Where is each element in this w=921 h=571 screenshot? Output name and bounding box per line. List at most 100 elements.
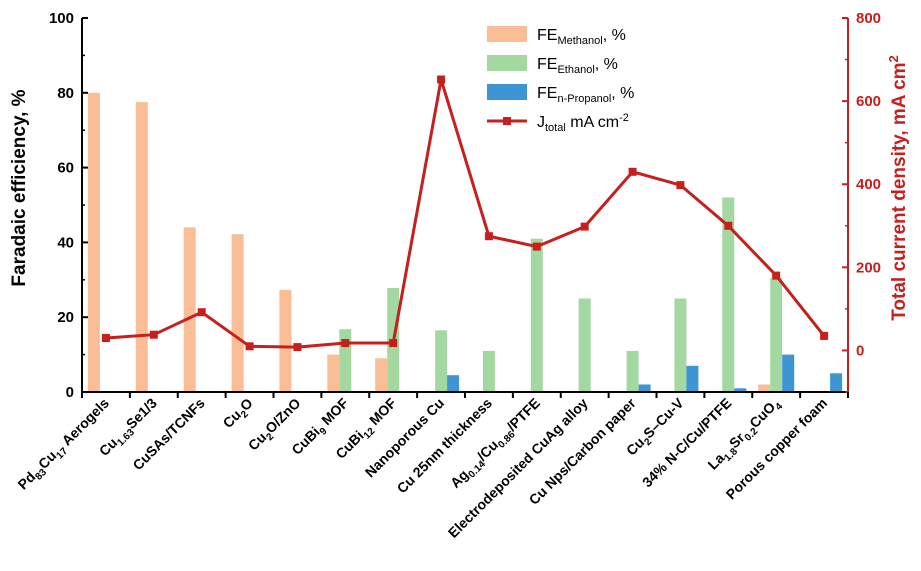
legend-label-part: -2: [619, 112, 629, 124]
bar-methanol-0: [87, 92, 100, 393]
bar-methanol-6: [375, 358, 388, 392]
x-category-label-part: Cu: [96, 434, 121, 459]
current-density-point-7: [437, 75, 446, 84]
current-density-point-4: [293, 343, 302, 352]
legend-swatch-1: [487, 55, 527, 71]
legend-label-part: , %: [595, 56, 618, 73]
bar-ethanol-10: [578, 298, 591, 392]
legend-label-part: mA cm: [566, 114, 619, 131]
bar-propanol-14: [782, 354, 795, 392]
bar-layer: [87, 92, 843, 393]
x-category-label-part: Cu: [623, 434, 648, 459]
x-category-label-part: Sr: [726, 429, 748, 451]
bar-ethanol-13: [722, 197, 735, 392]
y-tick-right-label-0: 0: [856, 342, 864, 359]
tick-layer: 0 20 40 60 80 100 0 200 400 600 800: [49, 10, 881, 401]
bar-ethanol-14: [770, 277, 783, 392]
current-density-point-9: [532, 242, 541, 251]
current-density-point-13: [724, 221, 733, 230]
current-density-line: [105, 79, 826, 349]
current-density-point-1: [149, 330, 158, 339]
y-tick-left-label-3: 60: [57, 160, 74, 177]
bar-methanol-14: [758, 384, 771, 392]
legend-label-part: Methanol: [557, 35, 602, 47]
legend-label-part: J: [537, 114, 545, 131]
legend-swatch-2: [487, 84, 527, 100]
x-category-label-part: 34% N-C/Cu/PTFE: [639, 395, 734, 490]
x-category-label-part: CuBi: [332, 427, 366, 461]
y-axis-title-left: Faradaic efficiency, %: [9, 89, 30, 286]
x-category-label-part: CuBi: [288, 423, 322, 457]
x-category-label-part: O: [237, 395, 256, 414]
bar-ethanol-11: [626, 350, 639, 392]
bar-ethanol-5: [339, 329, 352, 392]
bar-ethanol-8: [482, 350, 495, 392]
y-tick-left-label-4: 80: [57, 85, 74, 102]
bar-ethanol-12: [674, 298, 687, 392]
y-tick-left-label-5: 100: [49, 10, 74, 27]
current-density-point-0: [101, 334, 110, 342]
legend-label-part: FE: [537, 56, 557, 73]
bar-propanol-7: [447, 375, 460, 392]
legend-label-part: , %: [603, 27, 626, 44]
current-density-point-14: [772, 271, 781, 280]
x-category-label-part: Cu: [245, 429, 270, 454]
y-tick-left-label-2: 40: [57, 234, 74, 251]
y-tick-left-label-0: 0: [66, 384, 74, 401]
x-category-label-part: /PTFE: [504, 395, 543, 434]
legend-label-part: FE: [537, 27, 557, 44]
current-density-point-2: [197, 308, 206, 317]
bar-propanol-12: [686, 365, 699, 392]
legend-label-part: total: [545, 122, 566, 134]
bar-ethanol-7: [435, 330, 448, 392]
legend: FEMethanol, %FEEthanol, %FEn-Propanol, %…: [487, 26, 634, 134]
bar-methanol-5: [327, 354, 340, 392]
x-category-label-13: 34% N-C/Cu/PTFE: [639, 395, 734, 490]
bar-propanol-11: [638, 384, 651, 392]
current-density-point-6: [389, 339, 398, 347]
legend-label-part: Ethanol: [557, 64, 594, 76]
y-tick-right-label-1: 200: [856, 259, 881, 276]
x-category-label-part: Ag: [447, 466, 472, 491]
x-category-label-part: /Cu: [474, 437, 501, 464]
legend-label-3: Jtotal mA cm-2: [537, 112, 629, 134]
current-density-point-15: [820, 331, 829, 340]
x-category-label-part: Cu: [220, 406, 245, 431]
current-density-point-11: [628, 167, 637, 176]
bar-methanol-4: [279, 289, 292, 392]
x-category-label-part: Pd: [14, 468, 38, 492]
y-axis-title-right: Total current density, mA cm2: [886, 55, 911, 321]
y-tick-right-label-3: 600: [856, 93, 881, 110]
current-density-point-5: [341, 339, 350, 347]
bar-propanol-15: [830, 373, 843, 392]
legend-label-part: n-Propanol: [557, 93, 611, 105]
current-density-point-3: [245, 342, 254, 351]
y-tick-right-label-4: 800: [856, 10, 881, 27]
bar-methanol-3: [231, 234, 244, 392]
bar-ethanol-9: [530, 238, 543, 392]
x-category-label-part: MOF: [315, 394, 351, 430]
x-category-label-part: S–Cu-V: [640, 394, 687, 441]
legend-label-2: FEn-Propanol, %: [537, 85, 634, 105]
line-layer: [101, 75, 829, 352]
x-category-label-part: MOF: [363, 394, 399, 430]
x-category-label-part: CuO: [746, 399, 778, 431]
y-tick-right-label-2: 400: [856, 176, 881, 193]
x-category-label-3: Cu2O: [220, 395, 259, 434]
current-density-point-8: [484, 232, 493, 241]
y-axis-title-right-text: Total current density, mA cm: [889, 62, 910, 320]
current-density-point-12: [676, 181, 685, 190]
x-category-label-part: Cu: [35, 447, 60, 472]
legend-swatch-0: [487, 26, 527, 42]
x-category-label-part: La: [704, 450, 727, 473]
y-tick-left-label-1: 20: [57, 309, 74, 326]
bar-methanol-2: [183, 227, 196, 392]
bar-propanol-13: [734, 388, 747, 392]
x-category-label-part: Se1/3: [123, 395, 160, 432]
legend-label-part: FE: [537, 85, 557, 102]
bar-methanol-1: [135, 102, 148, 392]
y-axis-title-right-exponent: 2: [886, 55, 901, 62]
legend-line-marker: [503, 117, 511, 125]
